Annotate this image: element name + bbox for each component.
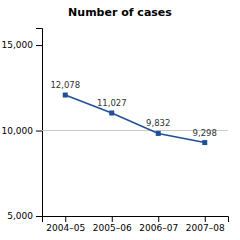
data-labels: 12,078 11,027 9,832 9,298 <box>50 80 217 138</box>
marker <box>156 131 161 136</box>
y-axis: 5,000 10,000 15,000 <box>2 29 43 222</box>
tick-mark <box>65 216 66 222</box>
tick-mark <box>36 131 42 132</box>
chart: Number of cases5,00010,00015,0002004–052… <box>0 0 240 240</box>
tick-mark <box>158 216 159 222</box>
tick: 2004–05 <box>46 216 85 233</box>
tick-label: 10,000 <box>2 126 34 136</box>
tick: 2005–06 <box>93 216 132 233</box>
tick-mark <box>112 216 113 222</box>
line <box>65 95 205 143</box>
tick-label: 15,000 <box>2 40 34 50</box>
marker <box>63 93 68 98</box>
tick-mark <box>205 216 206 222</box>
tick-label: 2006–07 <box>139 223 178 233</box>
tick: 2006–07 <box>139 216 178 233</box>
x-axis: 2004–05 2005–06 2006–07 2007–08 <box>43 216 229 233</box>
marker <box>202 140 207 145</box>
axis-line <box>43 217 229 223</box>
tick-mark <box>36 216 42 217</box>
marker <box>109 110 114 115</box>
tick-label: 2005–06 <box>93 223 132 233</box>
plot: 5,00010,00015,0002004–052005–062006–0720… <box>2 29 229 234</box>
data-label: 12,078 <box>50 80 80 90</box>
axis-line <box>36 29 43 217</box>
marks <box>42 93 228 146</box>
title: Number of cases <box>68 6 172 19</box>
data-label: 9,298 <box>193 128 217 138</box>
tick: 10,000 <box>2 126 43 136</box>
tick: 2007–08 <box>186 216 225 233</box>
data-label: 9,832 <box>146 118 170 128</box>
data-label: 11,027 <box>97 98 127 108</box>
tick-label: 2007–08 <box>186 223 225 233</box>
tick: 15,000 <box>2 40 43 50</box>
tick-label: 5,000 <box>7 211 33 221</box>
tick-label: 2004–05 <box>46 223 85 233</box>
tick: 5,000 <box>7 211 42 221</box>
tick-mark <box>36 45 42 46</box>
